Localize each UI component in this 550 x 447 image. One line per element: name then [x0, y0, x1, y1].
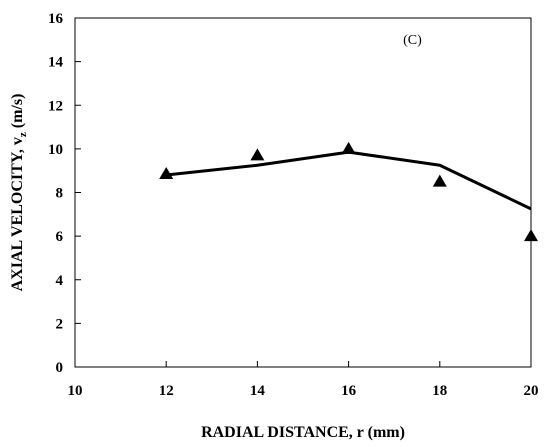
x-tick-label: 14	[250, 383, 266, 399]
triangle-data-point	[250, 148, 265, 161]
x-tick-label: 18	[432, 383, 447, 399]
x-tick-label: 16	[341, 383, 357, 399]
y-tick-label: 10	[48, 142, 63, 158]
series-line	[166, 150, 532, 211]
x-tick-label: 10	[68, 383, 83, 399]
series-layer	[159, 141, 538, 242]
y-tick-label: 4	[56, 273, 64, 289]
y-axis-title-main: AXIAL VELOCITY, v	[9, 137, 26, 291]
y-tick-label: 12	[48, 98, 63, 114]
y-tick-label: 8	[56, 186, 64, 202]
y-axis-title-subscript: z	[17, 132, 29, 137]
plot-area	[74, 17, 532, 368]
x-axis: 10 12 14 16 18 20	[68, 361, 539, 399]
triangle-data-point	[159, 166, 174, 179]
panel-label: (C)	[403, 33, 422, 48]
y-tick-label: 16	[48, 11, 64, 27]
y-tick-label: 2	[56, 316, 64, 332]
y-axis: 0 2 4 6 8 10 12 14 16	[48, 11, 81, 376]
y-tick-label: 6	[56, 229, 64, 245]
triangle-data-point	[341, 141, 356, 154]
plot-frame	[74, 17, 532, 368]
y-axis-title-unit: (m/s)	[9, 94, 26, 133]
triangle-data-point	[524, 229, 538, 242]
x-tick-label: 20	[524, 383, 539, 399]
y-axis-title: AXIAL VELOCITY, vz (m/s)	[9, 94, 29, 292]
y-tick-label: 14	[48, 55, 64, 71]
triangle-data-point	[432, 174, 447, 187]
y-tick-label: 0	[56, 360, 64, 376]
x-tick-label: 12	[159, 383, 174, 399]
x-axis-title: RADIAL DISTANCE, r (mm)	[201, 424, 405, 441]
